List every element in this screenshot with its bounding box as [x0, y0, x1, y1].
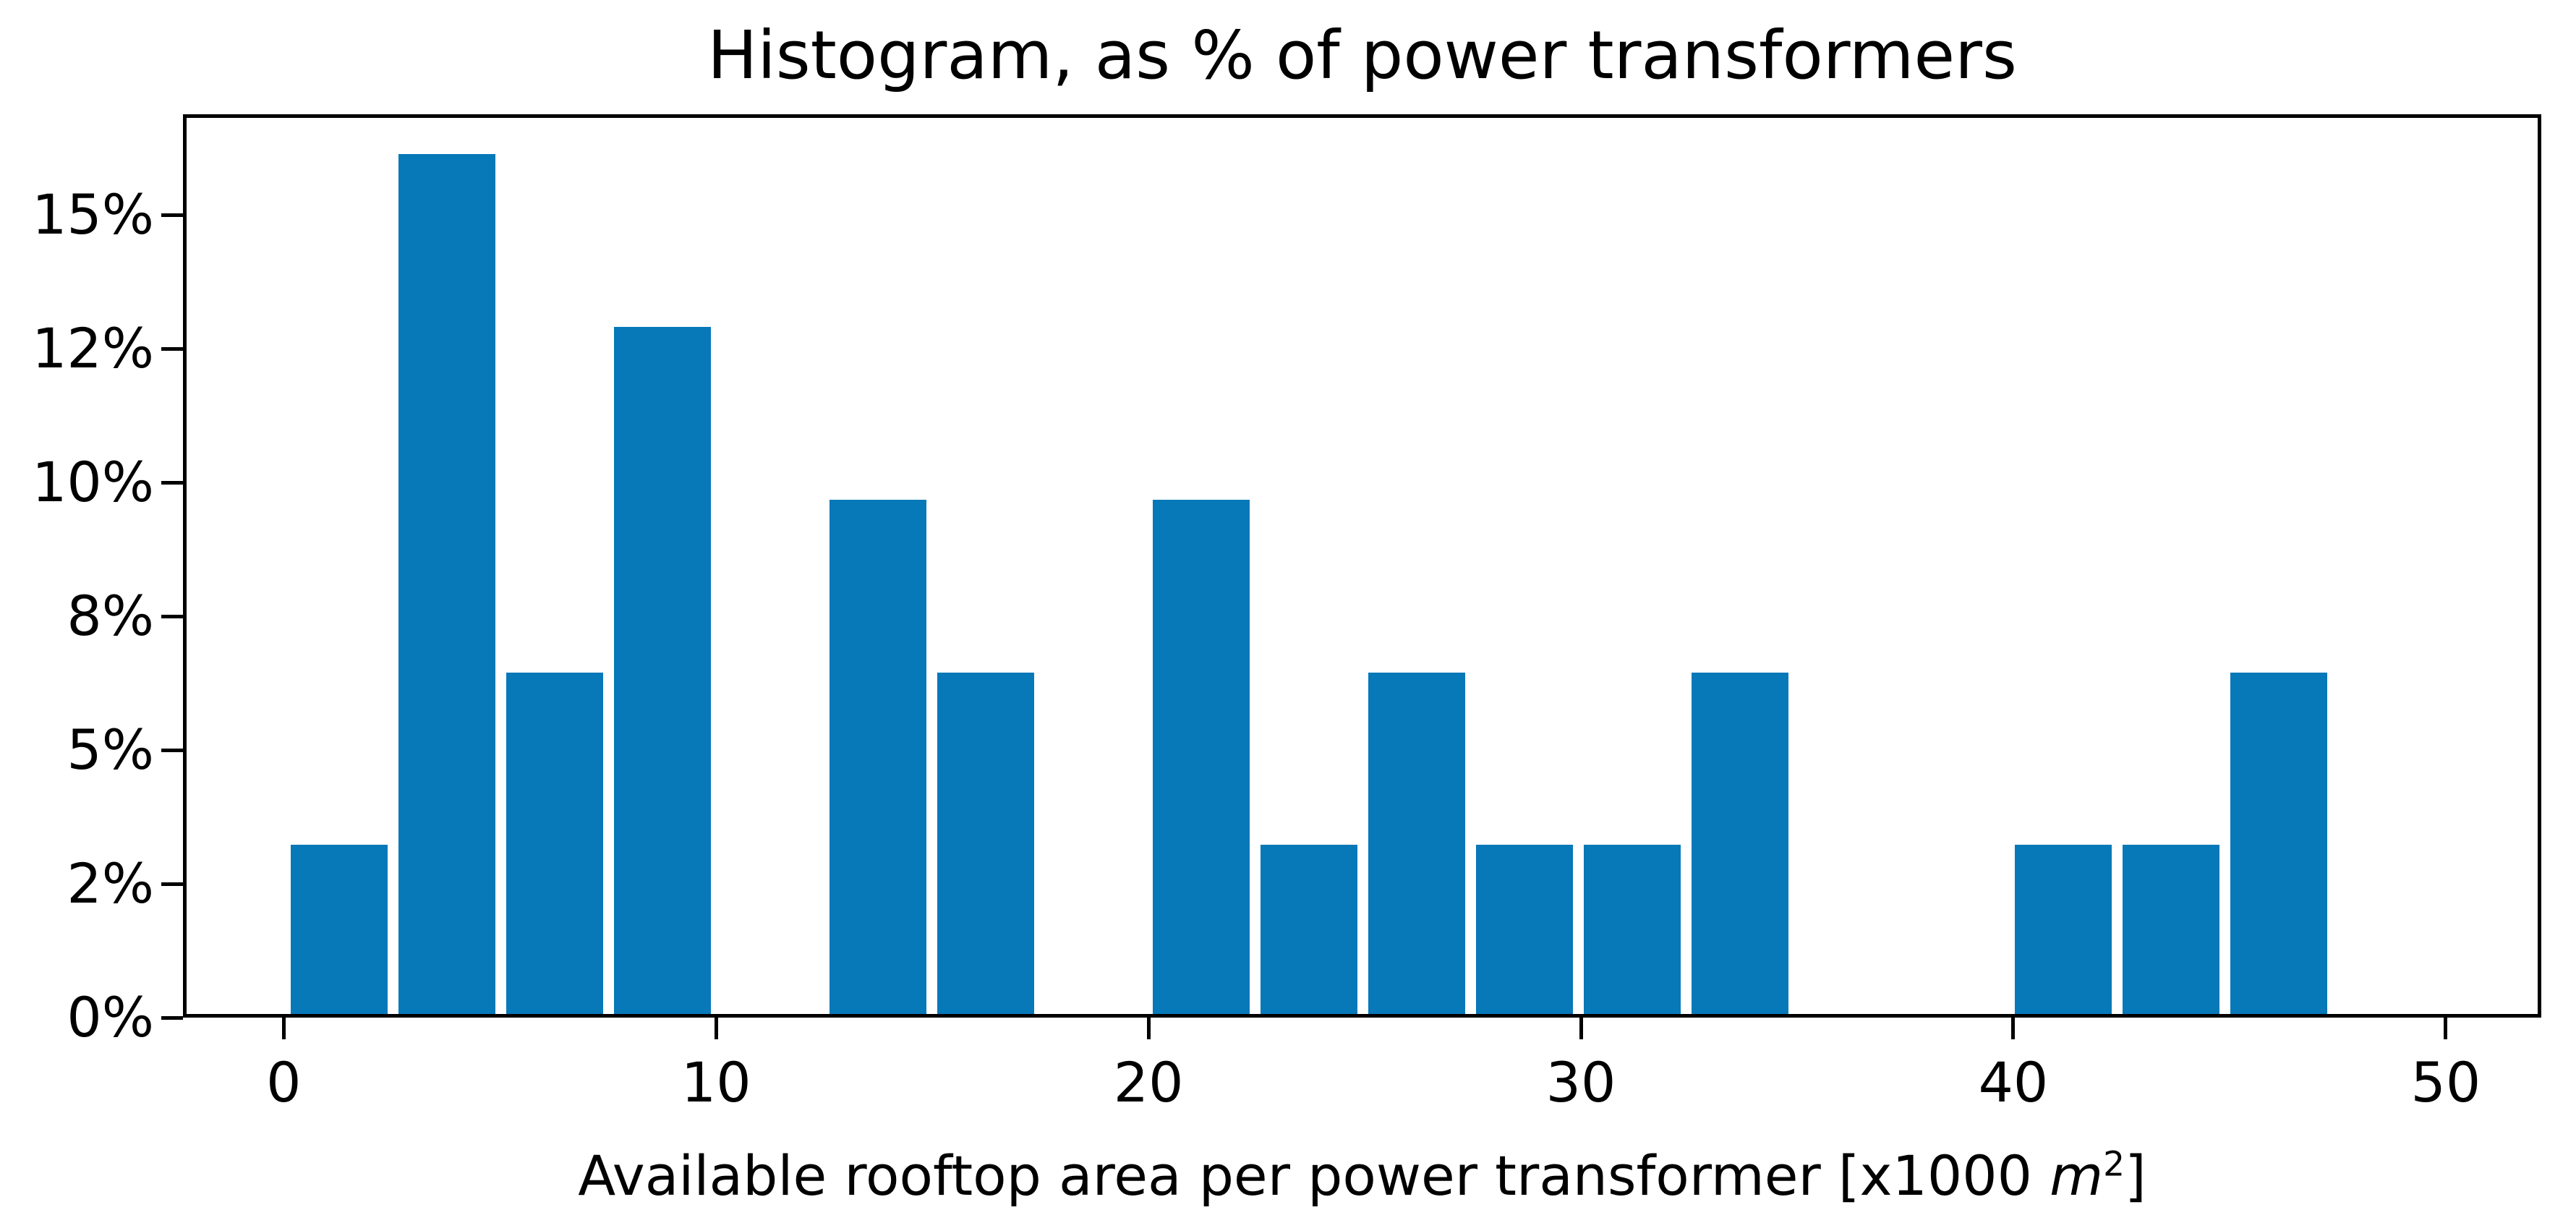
y-axis-tick	[161, 1015, 183, 1020]
x-axis-tick-label: 50	[2410, 1050, 2481, 1115]
y-axis-tick-label: 5%	[67, 717, 154, 783]
x-axis-tick-label: 0	[266, 1050, 302, 1115]
y-axis-tick-label: 8%	[67, 584, 154, 649]
histogram-bar	[2014, 845, 2112, 1018]
histogram-bar	[1692, 672, 1789, 1018]
x-axis-tick	[2444, 1018, 2448, 1039]
y-axis-tick	[161, 748, 183, 752]
y-axis-tick-label: 10%	[32, 450, 154, 515]
x-axis-label-suffix: ]	[2125, 1143, 2146, 1208]
chart-title: Histogram, as % of power transformers	[707, 17, 2017, 94]
x-axis-tick-label: 20	[1113, 1050, 1184, 1115]
y-axis-tick-label: 0%	[67, 985, 154, 1049]
x-axis-tick	[1579, 1018, 1583, 1039]
histogram-bar	[937, 672, 1035, 1018]
x-axis-tick	[281, 1018, 286, 1039]
x-axis-tick-label: 30	[1545, 1050, 1616, 1115]
x-axis-tick	[714, 1018, 718, 1039]
y-axis-tick	[161, 480, 183, 485]
y-axis-tick-label: 2%	[67, 851, 154, 916]
x-axis-tick	[2011, 1018, 2016, 1039]
x-axis-tick	[1146, 1018, 1151, 1039]
histogram-bar	[1368, 672, 1465, 1018]
histogram-bar	[398, 154, 496, 1018]
histogram-bar	[829, 499, 927, 1018]
histogram-bar	[2230, 672, 2328, 1018]
y-axis-tick	[161, 882, 183, 886]
x-axis-label-text: Available rooftop area per power transfo…	[578, 1143, 2050, 1208]
y-axis-tick-label: 12%	[32, 316, 154, 381]
x-axis-label: Available rooftop area per power transfo…	[183, 1141, 2541, 1210]
x-axis-label-unit: m	[2050, 1143, 2104, 1208]
x-axis-tick-label: 40	[1978, 1050, 2049, 1115]
histogram-bar	[614, 327, 712, 1018]
y-axis-tick	[161, 213, 183, 217]
y-axis-tick	[161, 614, 183, 618]
histogram-bar	[291, 845, 388, 1018]
histogram-bar	[1584, 845, 1681, 1018]
histogram-bar	[1260, 845, 1357, 1018]
y-axis-tick	[161, 346, 183, 351]
y-axis-tick-label: 15%	[32, 182, 154, 247]
histogram-bar	[506, 672, 604, 1018]
histogram-bar	[1153, 499, 1250, 1018]
histogram-bar	[2122, 845, 2219, 1018]
x-axis-label-exponent: 2	[2103, 1144, 2125, 1185]
x-axis-tick-label: 10	[681, 1050, 751, 1115]
histogram-bar	[1475, 845, 1573, 1018]
